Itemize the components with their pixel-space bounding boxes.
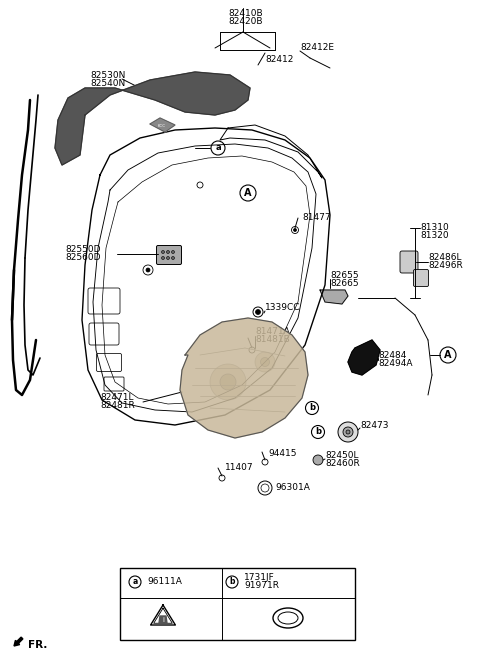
- Text: 81481B: 81481B: [255, 335, 290, 344]
- Text: FR.: FR.: [28, 640, 48, 650]
- FancyBboxPatch shape: [400, 251, 418, 273]
- Text: 82484: 82484: [378, 350, 407, 359]
- Circle shape: [253, 307, 263, 317]
- Circle shape: [249, 347, 255, 353]
- Text: 82530N: 82530N: [90, 70, 125, 79]
- Text: 82450L: 82450L: [325, 451, 359, 459]
- Circle shape: [129, 576, 141, 588]
- Text: 82412: 82412: [265, 56, 293, 64]
- Text: 82412E: 82412E: [300, 43, 334, 52]
- Circle shape: [220, 374, 236, 390]
- Circle shape: [312, 426, 324, 438]
- Circle shape: [262, 459, 268, 465]
- Text: 82494A: 82494A: [378, 358, 412, 367]
- FancyBboxPatch shape: [156, 245, 181, 264]
- Text: 82560D: 82560D: [65, 253, 100, 262]
- Circle shape: [211, 141, 225, 155]
- Text: 82550D: 82550D: [65, 245, 100, 255]
- Circle shape: [261, 358, 269, 367]
- Text: A: A: [444, 350, 452, 360]
- Polygon shape: [320, 290, 348, 304]
- Circle shape: [171, 256, 175, 260]
- Circle shape: [240, 185, 256, 201]
- Text: a: a: [132, 577, 138, 586]
- Circle shape: [313, 455, 323, 465]
- Text: 11407: 11407: [225, 464, 253, 472]
- Circle shape: [160, 610, 166, 616]
- Circle shape: [343, 427, 353, 437]
- Circle shape: [161, 251, 165, 253]
- Circle shape: [167, 251, 169, 253]
- Text: 94415: 94415: [268, 449, 297, 457]
- Polygon shape: [150, 118, 175, 132]
- Text: 82665: 82665: [330, 279, 359, 287]
- Text: 81320: 81320: [420, 232, 449, 241]
- Text: 81477: 81477: [302, 213, 331, 222]
- Text: 1731JF: 1731JF: [244, 573, 275, 583]
- Text: 81471A: 81471A: [255, 327, 290, 337]
- Text: i: i: [162, 617, 164, 623]
- Polygon shape: [151, 605, 175, 625]
- Circle shape: [226, 576, 238, 588]
- Circle shape: [293, 228, 297, 232]
- Polygon shape: [159, 616, 167, 623]
- Circle shape: [255, 352, 275, 372]
- Polygon shape: [348, 340, 380, 375]
- Text: 1339CC: 1339CC: [265, 304, 300, 312]
- Text: KCC: KCC: [158, 124, 166, 128]
- Text: 82460R: 82460R: [325, 459, 360, 468]
- Circle shape: [146, 268, 150, 272]
- Text: a: a: [215, 144, 221, 152]
- Text: 82481R: 82481R: [100, 401, 135, 411]
- Text: 82540N: 82540N: [90, 79, 125, 87]
- Circle shape: [440, 347, 456, 363]
- Circle shape: [305, 401, 319, 415]
- Circle shape: [258, 481, 272, 495]
- Circle shape: [167, 256, 169, 260]
- Text: 81310: 81310: [420, 224, 449, 232]
- Text: 82473: 82473: [360, 420, 388, 430]
- Circle shape: [210, 364, 246, 400]
- Circle shape: [338, 422, 358, 442]
- Circle shape: [161, 256, 165, 260]
- Circle shape: [197, 182, 203, 188]
- Text: 96111A: 96111A: [147, 577, 182, 586]
- Circle shape: [219, 475, 225, 481]
- Text: 82496R: 82496R: [428, 262, 463, 270]
- Text: A: A: [244, 188, 252, 198]
- Circle shape: [255, 310, 261, 314]
- Text: b: b: [229, 577, 235, 586]
- Text: 82410B: 82410B: [228, 9, 264, 18]
- Circle shape: [261, 484, 269, 492]
- Polygon shape: [180, 318, 308, 438]
- Text: 82471L: 82471L: [100, 394, 133, 403]
- Text: b: b: [315, 428, 321, 436]
- Text: 82486L: 82486L: [428, 253, 461, 262]
- Text: b: b: [309, 403, 315, 413]
- Circle shape: [291, 226, 299, 234]
- Text: 96301A: 96301A: [275, 483, 310, 493]
- FancyArrow shape: [14, 637, 23, 646]
- Text: 91971R: 91971R: [244, 581, 279, 590]
- FancyBboxPatch shape: [413, 270, 429, 287]
- Text: 82655: 82655: [330, 270, 359, 279]
- Circle shape: [346, 430, 350, 434]
- Text: 82420B: 82420B: [229, 18, 263, 26]
- Circle shape: [171, 251, 175, 253]
- Polygon shape: [55, 72, 250, 165]
- Circle shape: [143, 265, 153, 275]
